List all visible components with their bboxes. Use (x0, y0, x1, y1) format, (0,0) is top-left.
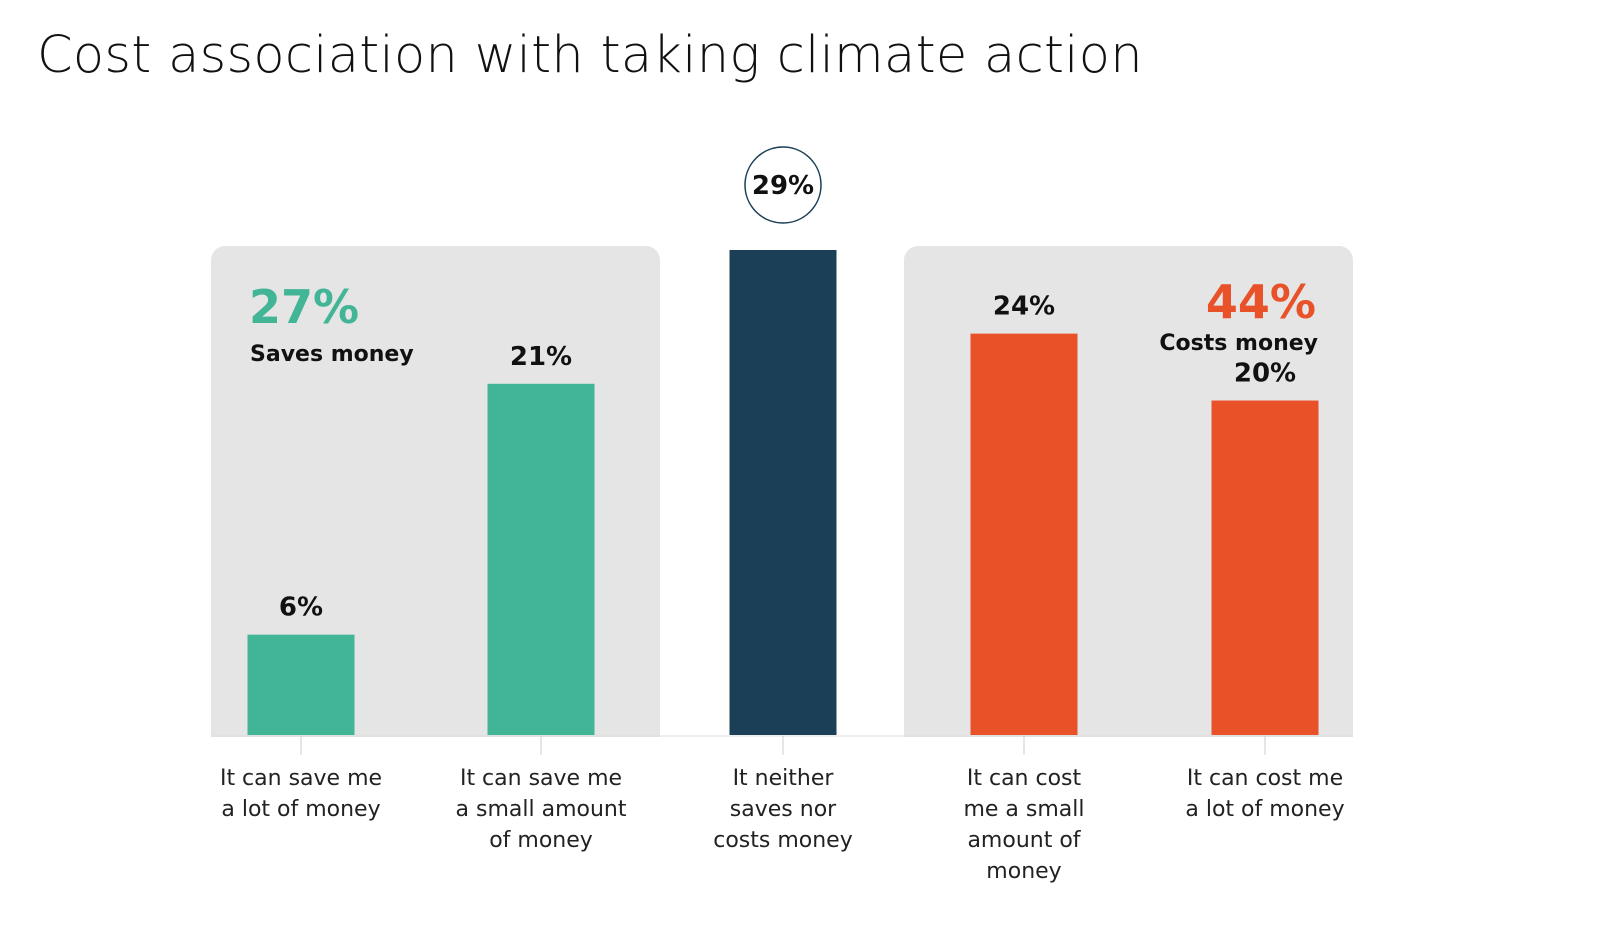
bar-3 (729, 250, 837, 735)
value-label-2: 21% (510, 342, 572, 372)
summaries-layer: 27% Saves money 44%Costs money (249, 275, 1318, 367)
category-label-3: It neither saves nor costs money (713, 766, 853, 853)
x-ticks-layer (300, 736, 1266, 755)
value-badge-circle (744, 146, 822, 224)
value-label-4: 24% (993, 292, 1055, 322)
chart-title: Cost association with taking climate act… (37, 26, 1143, 85)
category-label-line: It neither (733, 766, 835, 791)
saves-summary-label: Saves money (250, 342, 414, 367)
bar-5 (1211, 400, 1319, 735)
category-label-line: a lot of money (221, 797, 380, 822)
category-label-line: It can save me (460, 766, 622, 791)
category-label-line: costs money (713, 828, 853, 853)
category-label-line: a lot of money (1185, 797, 1344, 822)
category-label-line: me a small (963, 797, 1084, 822)
value-labels-layer: 6% 21% 29% 24% 20% (279, 146, 1296, 623)
category-label-line: It can save me (220, 766, 382, 791)
category-label-1: It can save me a lot of money (220, 766, 382, 822)
category-label-line: It can cost me (1187, 766, 1343, 791)
category-label-line: money (986, 859, 1061, 884)
category-label-5: It can cost me a lot of money (1185, 766, 1344, 822)
category-label-line: a small amount (456, 797, 627, 822)
costs-summary-percent: 44% (1206, 275, 1316, 329)
value-label-5: 20% (1234, 359, 1296, 389)
costs-summary-label: Costs money (1159, 331, 1318, 356)
category-label-line: It can cost (967, 766, 1082, 791)
bar-4 (970, 333, 1078, 735)
value-label-1: 6% (279, 593, 323, 623)
bar-1 (247, 634, 355, 735)
bar-2 (487, 383, 595, 735)
saves-summary-percent: 27% (249, 280, 359, 334)
category-label-line: of money (489, 828, 593, 853)
category-label-4: It can cost me a small amount of money (963, 766, 1084, 884)
category-label-2: It can save me a small amount of money (456, 766, 627, 853)
category-label-line: saves nor (730, 797, 837, 822)
value-label-3: 29% (752, 171, 814, 201)
bars-layer (247, 250, 1319, 735)
category-label-line: amount of (967, 828, 1081, 853)
